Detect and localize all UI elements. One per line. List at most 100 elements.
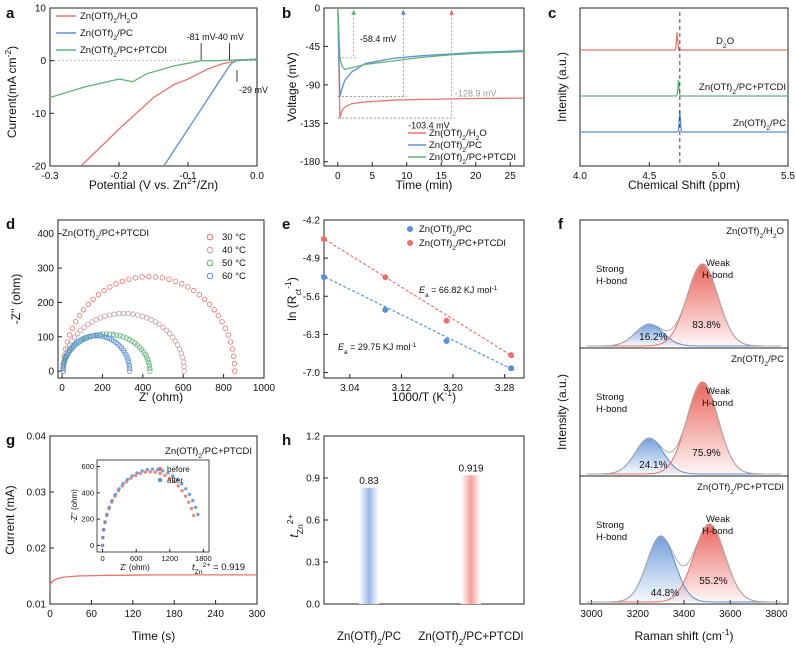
y-tick-label: 0.3 bbox=[306, 558, 320, 569]
text-run: before bbox=[167, 465, 190, 474]
text-run: H-bond bbox=[702, 398, 733, 409]
eis-point bbox=[172, 338, 178, 344]
text-run: Zn(OTf bbox=[62, 228, 92, 239]
inset-eis-point bbox=[155, 467, 160, 472]
arrow-head bbox=[351, 9, 357, 15]
text-run: R bbox=[285, 295, 299, 304]
text-run: ) bbox=[110, 45, 113, 56]
y-tick-label: -7.0 bbox=[303, 368, 321, 379]
eis-point bbox=[85, 301, 91, 308]
text-run: 600 bbox=[130, 554, 143, 563]
text-run: 0.04 bbox=[27, 432, 47, 443]
panel-h-frame bbox=[323, 435, 525, 605]
activation-energy-label: Ea = 29.75 KJ mol-1 bbox=[338, 342, 417, 356]
text-run: 15 bbox=[436, 171, 448, 182]
weak-hbond-area bbox=[586, 524, 782, 602]
y-tick-label: -4.2 bbox=[303, 216, 321, 227]
eis-point bbox=[169, 334, 176, 340]
inset-eis-point bbox=[172, 479, 176, 484]
inset-legend-entry: after bbox=[167, 476, 183, 485]
text-run: Zn bbox=[173, 178, 187, 192]
eis-point bbox=[144, 315, 150, 321]
text-run: 3.28 bbox=[495, 383, 515, 394]
x-tick-label: 1000 bbox=[253, 383, 276, 394]
text-run: 20 bbox=[470, 171, 482, 182]
text-run: ) bbox=[195, 446, 198, 457]
text-run: -45 bbox=[306, 42, 321, 53]
weak-hbond-area bbox=[586, 382, 782, 474]
legend-entry: Zn(OTf)2/PC bbox=[419, 224, 472, 238]
inset-eis-point bbox=[153, 470, 157, 474]
inset-eis-point bbox=[175, 477, 180, 482]
panel-label-h: h bbox=[282, 432, 291, 449]
activation-energy-label: Ea = 66.82 KJ mol-1 bbox=[419, 285, 498, 299]
x-tick-label: 3.04 bbox=[340, 383, 360, 394]
eis-point bbox=[229, 346, 236, 352]
inset-y-tick-label: 0 bbox=[90, 541, 94, 550]
text-run: 400 bbox=[81, 488, 94, 497]
eis-point bbox=[167, 330, 173, 337]
x-axis-title: Chemical Shift (ppm) bbox=[628, 178, 740, 192]
legend-entry: Zn(OTf)2/PC+PTCDI bbox=[419, 238, 506, 252]
inset-eis-point bbox=[143, 470, 147, 474]
eis-point bbox=[142, 351, 148, 357]
eis-point bbox=[191, 287, 197, 294]
eis-point bbox=[76, 312, 83, 319]
panel-c-frame bbox=[579, 7, 789, 167]
inset-eis-point bbox=[138, 471, 143, 476]
percentage-label: 83.8% bbox=[692, 320, 720, 331]
y-tick-label: -5.6 bbox=[303, 292, 321, 303]
weak-hbond-area bbox=[586, 264, 782, 346]
text-run: 180 bbox=[166, 609, 183, 620]
text-run: Zn(OTf bbox=[80, 45, 110, 56]
onset-annotation: -40 mV bbox=[215, 32, 244, 42]
x-tick-label: -0.3 bbox=[41, 171, 59, 182]
legend-entry: Zn(OTf)2/PC bbox=[80, 28, 133, 42]
subscript: 2 bbox=[127, 18, 131, 25]
data-point bbox=[321, 236, 327, 243]
subscript: 2 bbox=[113, 35, 117, 42]
eis-point bbox=[123, 352, 129, 358]
text-run: 1.2 bbox=[306, 432, 320, 443]
eis-point bbox=[66, 332, 73, 338]
eis-point bbox=[93, 317, 99, 323]
text-run: D bbox=[716, 36, 723, 47]
text-run: 4.0 bbox=[573, 171, 587, 182]
y-axis-title: tZn2+ bbox=[285, 514, 305, 537]
text-run: mol bbox=[477, 285, 492, 295]
subscript: 2 bbox=[462, 159, 466, 166]
text-run: H-bond bbox=[702, 526, 733, 537]
band-label: Weak bbox=[706, 258, 730, 269]
y-tick-label: -20 bbox=[32, 162, 47, 173]
y-tick-label: 1.2 bbox=[306, 432, 320, 443]
inset-y-tick-label: 600 bbox=[81, 462, 94, 471]
panel-e-frame bbox=[323, 219, 525, 379]
eis-point bbox=[135, 312, 141, 318]
text-run: = 0.919 bbox=[210, 562, 245, 573]
inset-eis-point bbox=[191, 513, 196, 518]
text-run: ) bbox=[373, 631, 377, 643]
inset-eis-point bbox=[117, 487, 121, 491]
text-run: t bbox=[287, 534, 301, 538]
eis-point bbox=[113, 281, 119, 287]
subscript: Zn bbox=[195, 569, 203, 576]
text-run: Zn(OTf bbox=[418, 631, 455, 643]
superscript: -1 bbox=[283, 281, 293, 289]
overpotential-label: -128.9 mV bbox=[455, 88, 497, 98]
y-tick-label: -45 bbox=[306, 42, 321, 53]
y-tick-label: 10 bbox=[35, 4, 47, 15]
inset-eis-point bbox=[145, 467, 149, 472]
inset-eis-point bbox=[187, 492, 192, 497]
subscript: a bbox=[425, 292, 429, 299]
text-run: 5 bbox=[369, 171, 375, 182]
inset-eis-point bbox=[107, 505, 111, 510]
inset-y-tick-label: 400 bbox=[81, 488, 94, 497]
data-point bbox=[508, 352, 515, 359]
eis-point bbox=[111, 311, 117, 317]
text-run: 300 bbox=[249, 609, 266, 620]
chart-title: Zn(OTf)2/PC+PTCDI bbox=[62, 228, 149, 242]
inset-eis-point bbox=[103, 520, 107, 524]
panel-d-frame bbox=[57, 219, 265, 379]
eis-point bbox=[61, 357, 68, 363]
x-tick-label: 200 bbox=[94, 383, 111, 394]
